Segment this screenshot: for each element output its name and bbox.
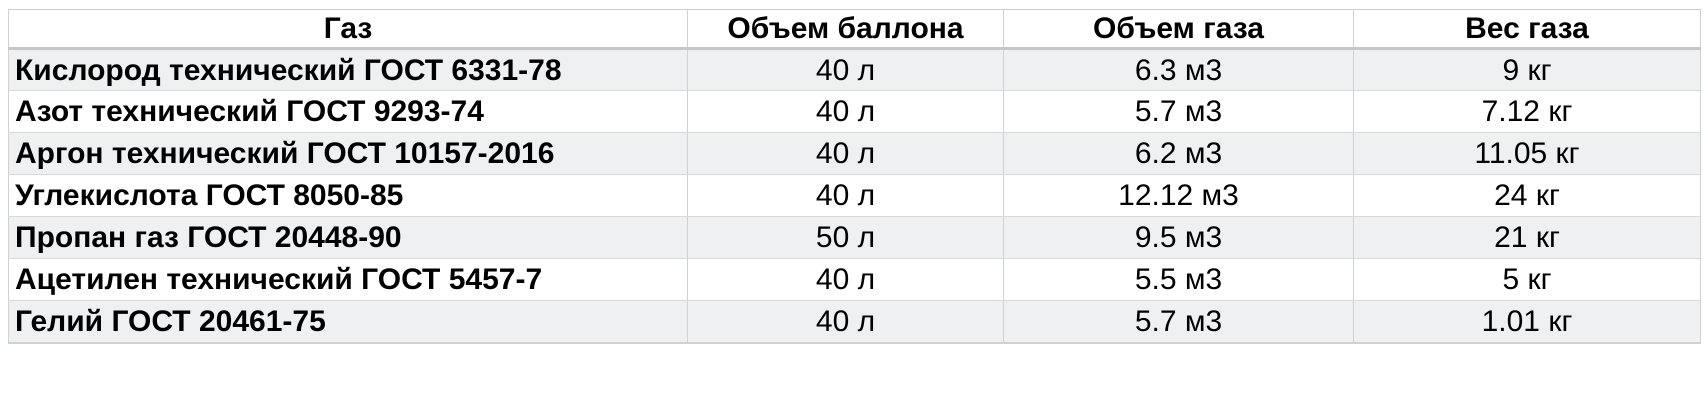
gas-volume-cell: 9.5 м3	[1003, 216, 1354, 259]
gas-volume-cell: 5.7 м3	[1003, 90, 1354, 133]
cylinder-volume-cell: 40 л	[687, 174, 1004, 217]
gas-volume-cell: 6.2 м3	[1003, 132, 1354, 175]
gas-weight-cell: 21 кг	[1353, 216, 1701, 259]
cylinder-volume-cell: 40 л	[687, 300, 1004, 344]
gas-volume-cell: 6.3 м3	[1003, 48, 1354, 91]
gas-specs-table: Газ Объем баллона Объем газа Вес газа Ки…	[8, 9, 1701, 344]
cylinder-volume-cell: 40 л	[687, 48, 1004, 91]
header-row: Газ Объем баллона Объем газа Вес газа	[8, 9, 1701, 50]
table-body: Кислород технический ГОСТ 6331-78 40 л 6…	[8, 48, 1701, 344]
page: Газ Объем баллона Объем газа Вес газа Ки…	[8, 9, 1701, 344]
table-row: Ацетилен технический ГОСТ 5457-7 40 л 5.…	[8, 258, 1701, 301]
column-header-gas-volume: Объем газа	[1003, 9, 1354, 50]
table-row: Пропан газ ГОСТ 20448-90 50 л 9.5 м3 21 …	[8, 216, 1701, 259]
gas-volume-cell: 5.5 м3	[1003, 258, 1354, 301]
gas-name-cell: Пропан газ ГОСТ 20448-90	[8, 216, 688, 259]
table-row: Углекислота ГОСТ 8050-85 40 л 12.12 м3 2…	[8, 174, 1701, 217]
gas-weight-cell: 24 кг	[1353, 174, 1701, 217]
table-row: Аргон технический ГОСТ 10157-2016 40 л 6…	[8, 132, 1701, 175]
cylinder-volume-cell: 40 л	[687, 258, 1004, 301]
table-row: Азот технический ГОСТ 9293-74 40 л 5.7 м…	[8, 90, 1701, 133]
gas-weight-cell: 7.12 кг	[1353, 90, 1701, 133]
gas-name-cell: Углекислота ГОСТ 8050-85	[8, 174, 688, 217]
column-header-gas: Газ	[8, 9, 688, 50]
cylinder-volume-cell: 50 л	[687, 216, 1004, 259]
gas-volume-cell: 12.12 м3	[1003, 174, 1354, 217]
table-row: Гелий ГОСТ 20461-75 40 л 5.7 м3 1.01 кг	[8, 300, 1701, 344]
column-header-gas-weight: Вес газа	[1353, 9, 1701, 50]
gas-volume-cell: 5.7 м3	[1003, 300, 1354, 344]
gas-name-cell: Аргон технический ГОСТ 10157-2016	[8, 132, 688, 175]
gas-weight-cell: 5 кг	[1353, 258, 1701, 301]
column-header-cylinder-volume: Объем баллона	[687, 9, 1004, 50]
gas-weight-cell: 11.05 кг	[1353, 132, 1701, 175]
cylinder-volume-cell: 40 л	[687, 90, 1004, 133]
gas-name-cell: Кислород технический ГОСТ 6331-78	[8, 48, 688, 91]
gas-weight-cell: 9 кг	[1353, 48, 1701, 91]
table-row: Кислород технический ГОСТ 6331-78 40 л 6…	[8, 48, 1701, 91]
cylinder-volume-cell: 40 л	[687, 132, 1004, 175]
gas-weight-cell: 1.01 кг	[1353, 300, 1701, 344]
gas-name-cell: Гелий ГОСТ 20461-75	[8, 300, 688, 344]
gas-name-cell: Азот технический ГОСТ 9293-74	[8, 90, 688, 133]
gas-name-cell: Ацетилен технический ГОСТ 5457-7	[8, 258, 688, 301]
